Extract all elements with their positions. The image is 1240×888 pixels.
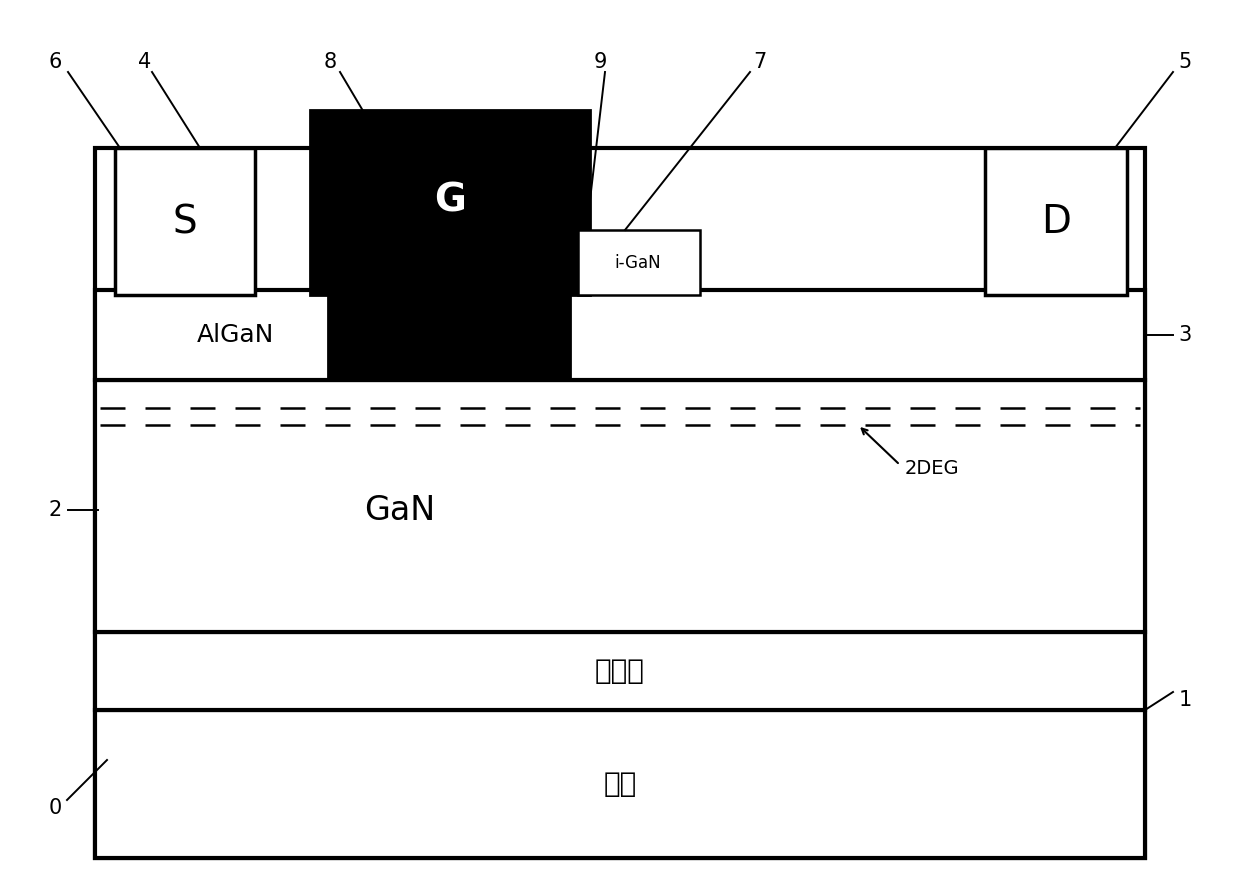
Bar — [95, 380, 1145, 632]
Text: 4: 4 — [139, 52, 151, 72]
Text: S: S — [172, 203, 197, 241]
Text: 0: 0 — [48, 798, 62, 818]
Text: 衬底: 衬底 — [604, 770, 636, 798]
Text: G: G — [434, 181, 466, 219]
Text: 1: 1 — [1178, 690, 1192, 710]
Bar — [985, 148, 1127, 295]
Bar — [310, 110, 590, 295]
Text: D: D — [1042, 203, 1071, 241]
Bar — [329, 295, 570, 380]
Bar — [578, 230, 701, 295]
Text: 6: 6 — [48, 52, 62, 72]
Text: 3: 3 — [1178, 325, 1192, 345]
Text: 2DEG: 2DEG — [905, 458, 960, 478]
Text: 2: 2 — [48, 500, 62, 520]
Text: 7: 7 — [754, 52, 766, 72]
Bar — [95, 290, 1145, 380]
Text: i-GaN: i-GaN — [615, 254, 661, 272]
Text: 9: 9 — [593, 52, 606, 72]
Text: 8: 8 — [324, 52, 336, 72]
Bar — [95, 710, 1145, 858]
Text: AlGaN: AlGaN — [196, 323, 274, 347]
Bar — [95, 632, 1145, 710]
Bar — [95, 148, 1145, 858]
Text: GaN: GaN — [365, 494, 435, 527]
Bar — [115, 148, 255, 295]
Text: 5: 5 — [1178, 52, 1192, 72]
Text: 成核层: 成核层 — [595, 657, 645, 685]
